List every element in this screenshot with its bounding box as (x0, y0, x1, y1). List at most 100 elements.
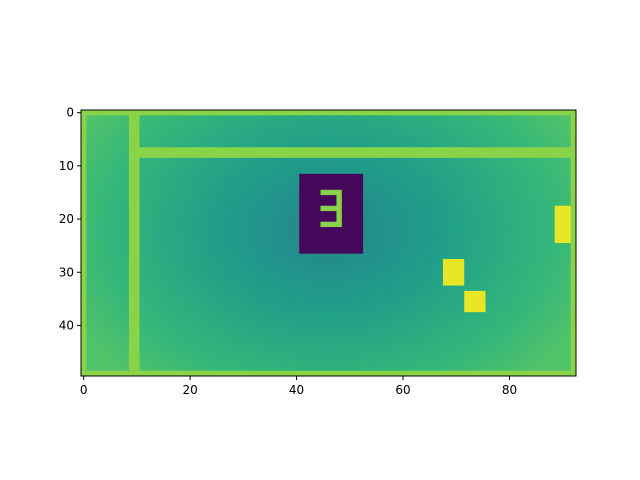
heatmap-cell (458, 157, 465, 164)
heatmap-cell (235, 163, 242, 169)
heatmap-cell (118, 317, 124, 324)
heatmap-cell (474, 317, 481, 324)
heatmap-cell (496, 163, 502, 169)
heatmap-cell (139, 269, 146, 276)
heatmap-cell (203, 115, 210, 122)
heatmap-cell (549, 125, 556, 132)
heatmap-cell (208, 205, 215, 212)
heatmap-cell (464, 237, 470, 244)
heatmap-cell (81, 301, 87, 308)
heatmap-cell (485, 248, 492, 255)
heatmap-cell (224, 237, 231, 244)
heatmap-cell (240, 344, 247, 350)
heatmap-cell (501, 264, 508, 270)
heatmap-cell (139, 152, 146, 159)
heatmap-cell (118, 157, 124, 164)
heatmap-cell (107, 243, 114, 249)
heatmap-cell (442, 168, 449, 175)
heatmap-cell (325, 306, 332, 313)
heatmap-cell (421, 173, 428, 180)
heatmap-cell (102, 179, 109, 185)
heatmap-cell (192, 365, 199, 372)
heatmap-cell (325, 237, 332, 244)
heatmap-cell (224, 195, 231, 201)
heatmap-cell (485, 189, 492, 196)
heatmap-cell (112, 317, 119, 324)
heatmap-cell (277, 195, 284, 201)
heatmap-cell (432, 115, 439, 122)
heatmap-cell (155, 258, 162, 265)
heatmap-cell (251, 253, 258, 260)
heatmap-cell (341, 269, 348, 276)
heatmap-cell (118, 354, 124, 361)
heatmap-cell (458, 120, 465, 127)
heatmap-cell (150, 227, 156, 233)
heatmap-cell (86, 312, 93, 318)
heatmap-cell (139, 221, 146, 228)
heatmap-cell (246, 306, 252, 313)
heatmap-cell (331, 290, 337, 297)
heatmap-cell (171, 179, 178, 185)
heatmap-cell (272, 216, 279, 223)
heatmap-cell (91, 163, 98, 169)
heatmap-cell (299, 237, 305, 244)
heatmap-cell (81, 264, 87, 270)
heatmap-cell (261, 184, 268, 191)
heatmap-cell (432, 173, 439, 180)
heatmap-cell (421, 306, 428, 313)
heatmap-cell (405, 163, 412, 169)
heatmap-cell (363, 125, 369, 132)
heatmap-cell (373, 152, 380, 159)
heatmap-cell (235, 280, 242, 286)
heatmap-cell (522, 322, 529, 329)
heatmap-cell (192, 147, 199, 153)
heatmap-cell (160, 189, 167, 196)
heatmap-cell (246, 248, 252, 255)
heatmap-cell (405, 227, 412, 233)
heatmap-cell (448, 205, 454, 212)
heatmap-cell (112, 306, 119, 313)
heatmap-cell (528, 157, 534, 164)
heatmap-cell (565, 141, 572, 148)
heatmap-cell (102, 147, 109, 153)
heatmap-cell (448, 125, 454, 132)
heatmap-cell (299, 189, 305, 196)
heatmap-cell (570, 280, 577, 286)
heatmap-cell (187, 354, 194, 361)
heatmap-cell (261, 232, 268, 239)
heatmap-cell (128, 195, 135, 201)
heatmap-cell (416, 147, 423, 153)
heatmap-cell (496, 115, 502, 122)
heatmap-cell (91, 322, 98, 329)
heatmap-cell (230, 147, 236, 153)
heatmap-cell (384, 253, 391, 260)
heatmap-cell (395, 354, 401, 361)
heatmap-cell (128, 141, 135, 148)
heatmap-cell (363, 274, 369, 281)
heatmap-cell (272, 296, 279, 302)
heatmap-cell (363, 157, 369, 164)
heatmap-cell (341, 354, 348, 361)
heatmap-cell (251, 157, 258, 164)
heatmap-cell (570, 237, 577, 244)
heatmap-cell (325, 328, 332, 334)
heatmap-cell (336, 290, 343, 297)
heatmap-cell (352, 147, 359, 153)
heatmap-cell (458, 237, 465, 244)
heatmap-cell (107, 125, 114, 132)
heatmap-cell (230, 296, 236, 302)
heatmap-cell (437, 370, 444, 377)
heatmap-cell (474, 232, 481, 239)
heatmap-cell (442, 344, 449, 350)
heatmap-cell (331, 211, 337, 217)
heatmap-cell (570, 216, 577, 223)
heatmap-cell (490, 354, 497, 361)
heatmap-cell (160, 253, 167, 260)
heatmap-cell (288, 115, 295, 122)
heatmap-cell (166, 157, 172, 164)
heatmap-cell (560, 195, 566, 201)
heatmap-cell (198, 179, 204, 185)
heatmap-cell (490, 136, 497, 143)
heatmap-cell (246, 274, 252, 281)
heatmap-cell (379, 115, 385, 122)
